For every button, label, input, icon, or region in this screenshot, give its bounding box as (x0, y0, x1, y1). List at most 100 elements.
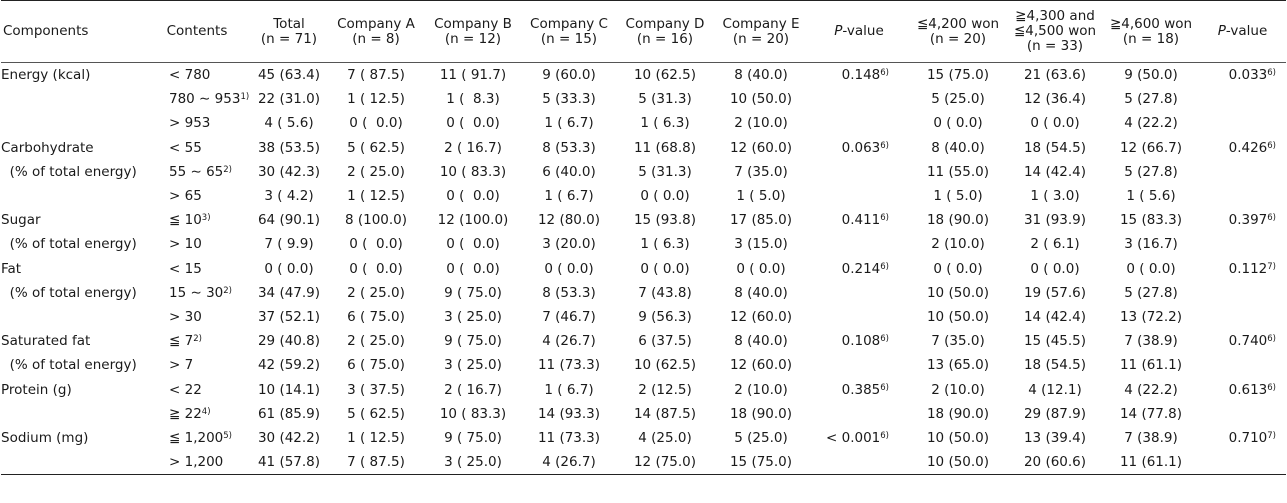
cell-pvalue-price (1199, 87, 1286, 111)
cell-price-mid: 4 (12.1) (1028, 381, 1082, 398)
cell-price-low: 10 (50.0) (926, 284, 990, 301)
cell-company-a: 2 ( 25.0) (347, 333, 405, 350)
cell-pvalue-price (1199, 353, 1286, 377)
cell-company-a: 0 ( 0.0) (349, 236, 403, 253)
cell-company-b: 0 ( 0.0) (446, 188, 500, 205)
cell-company-a: 6 ( 75.0) (347, 357, 405, 374)
cell-company-b: 9 ( 75.0) (444, 429, 502, 446)
cell-company-c: 1 ( 6.7) (544, 115, 594, 132)
header-price-mid: ≧4,300 and ≦4,500 won (n = 33) (1007, 0, 1103, 63)
nutrient-distribution-table: Components Contents Total (n = 71) Compa… (1, 0, 1286, 476)
cell-component: (% of total energy) (1, 357, 137, 374)
cell-pvalue-company (809, 160, 909, 184)
cell-pvalue-price-text: 0.710 (1228, 429, 1268, 446)
cell-total: 4 ( 5.6) (264, 115, 314, 132)
cell-price-mid: 0 ( 0.0) (1030, 260, 1080, 277)
header-pvalue-price-rest: -value (1225, 23, 1268, 39)
cell-pvalue-price (1199, 305, 1286, 329)
header-company-b: Company B (n = 12) (425, 0, 521, 63)
table-row: Sugar ≦ 103) 64 (90.1) 8 (100.0) 12 (100.0) 1… (1, 208, 1286, 232)
cell-company-c: 14 (93.3) (537, 405, 601, 422)
cell-pvalue-company (809, 87, 909, 111)
cell-total: 34 (47.9) (257, 284, 321, 301)
header-pvalue-price-italic: P (1217, 23, 1226, 39)
cell-company-a: 1 ( 12.5) (347, 429, 405, 446)
header-price-high-line2: (n = 18) (1122, 30, 1180, 47)
cell-pvalue-price (1199, 160, 1286, 184)
header-company-b-line1: Company B (434, 15, 512, 32)
header-pvalue-company: P-value (809, 0, 909, 63)
table-row: > 1,200 41 (57.8) 7 ( 87.5) 3 ( 25.0) 4 (26.… (1, 450, 1286, 476)
cell-component: (% of total energy) (1, 284, 137, 301)
cell-price-low: 0 ( 0.0) (933, 115, 983, 132)
cell-pvalue-price-text: 0.397 (1228, 212, 1268, 229)
table-row: 780 ∼ 9531) 22 (31.0) 1 ( 12.5) 1 ( 8.3) 5 (… (1, 87, 1286, 111)
cell-total: 38 (53.5) (257, 139, 321, 156)
cell-contents-text: < 780 (169, 67, 211, 84)
cell-company-b: 12 (100.0) (437, 212, 509, 229)
cell-contents-text: > 953 (169, 115, 211, 132)
cell-component: Carbohydrate (1, 139, 94, 156)
cell-pvalue-company: 0.1086) (809, 329, 909, 353)
cell-contents-text: > 7 (169, 357, 194, 374)
cell-pvalue-company: 0.0636) (809, 136, 909, 160)
cell-company-d: 10 (62.5) (633, 357, 697, 374)
cell-total: 7 ( 9.9) (264, 236, 314, 253)
cell-price-mid: 0 ( 0.0) (1030, 115, 1080, 132)
cell-price-mid: 15 (45.5) (1023, 333, 1087, 350)
table-row: (% of total energy) > 7 42 (59.2) 6 ( 75.0)… (1, 353, 1286, 377)
cell-contents-text: < 22 (169, 381, 202, 398)
header-pvalue-company-rest: -value (842, 23, 884, 39)
cell-contents-text: < 55 (169, 139, 202, 156)
cell-price-high: 15 (83.3) (1119, 212, 1183, 229)
cell-price-high: 5 (27.8) (1124, 163, 1178, 180)
header-contents: Contents (143, 0, 251, 63)
cell-company-a: 2 ( 25.0) (347, 163, 405, 180)
cell-contents: 55 ∼ 652) (143, 160, 251, 184)
cell-company-e: 2 (10.0) (734, 381, 788, 398)
table-row: > 30 37 (52.1) 6 ( 75.0) 3 ( 25.0) 7 (46.7) 9… (1, 305, 1286, 329)
table-row: Saturated fat ≦ 72) 29 (40.8) 2 ( 25.0) 9 ( … (1, 329, 1286, 353)
cell-contents: ≦ 103) (143, 208, 251, 232)
cell-price-high: 7 (38.9) (1124, 333, 1178, 350)
header-row: Components Contents Total (n = 71) Compa… (1, 0, 1286, 63)
cell-company-b: 0 ( 0.0) (446, 260, 500, 277)
cell-pvalue-price: 0.6136) (1199, 377, 1286, 401)
cell-company-e: 5 (25.0) (734, 429, 788, 446)
header-company-c-line1: Company C (530, 15, 608, 32)
cell-pvalue-price-footnote: 6) (1267, 68, 1276, 79)
cell-pvalue-company (809, 281, 909, 305)
cell-contents-text: ≦ 10 (169, 212, 202, 229)
cell-company-d: 6 (37.5) (638, 333, 692, 350)
cell-pvalue-company-footnote: 6) (880, 430, 889, 441)
header-price-high-line1: ≧4,600 won (1109, 15, 1193, 32)
cell-company-d: 0 ( 0.0) (640, 188, 690, 205)
cell-component: Protein (g) (1, 381, 72, 398)
cell-company-b: 9 ( 75.0) (444, 333, 502, 350)
cell-pvalue-company: 0.1486) (809, 63, 909, 88)
cell-company-b: 9 ( 75.0) (444, 284, 502, 301)
cell-company-c: 0 ( 0.0) (544, 260, 594, 277)
cell-company-a: 0 ( 0.0) (349, 115, 403, 132)
cell-company-b: 10 ( 83.3) (439, 405, 507, 422)
cell-pvalue-company (809, 305, 909, 329)
header-company-d: Company D (n = 16) (617, 0, 713, 63)
cell-pvalue-price-footnote: 6) (1267, 382, 1276, 393)
cell-pvalue-company-footnote: 6) (880, 382, 889, 393)
cell-total: 37 (52.1) (257, 308, 321, 325)
cell-pvalue-price (1199, 402, 1286, 426)
cell-company-b: 11 ( 91.7) (439, 67, 507, 84)
cell-contents-footnote: 3) (201, 213, 211, 224)
cell-pvalue-price: 0.4266) (1199, 136, 1286, 160)
cell-price-mid: 31 (93.9) (1023, 212, 1087, 229)
cell-contents-footnote: 2) (223, 164, 232, 175)
header-company-a: Company A (n = 8) (327, 0, 425, 63)
cell-price-high: 5 (27.8) (1124, 284, 1178, 301)
cell-component: Sodium (mg) (1, 429, 89, 446)
cell-company-a: 5 ( 62.5) (347, 405, 405, 422)
cell-pvalue-company-text: 0.214 (841, 260, 881, 277)
cell-price-mid: 14 (42.4) (1023, 163, 1087, 180)
cell-contents: > 10 (143, 232, 251, 256)
cell-company-c: 8 (53.3) (542, 284, 596, 301)
cell-contents-text: 780 ∼ 953 (169, 91, 241, 108)
